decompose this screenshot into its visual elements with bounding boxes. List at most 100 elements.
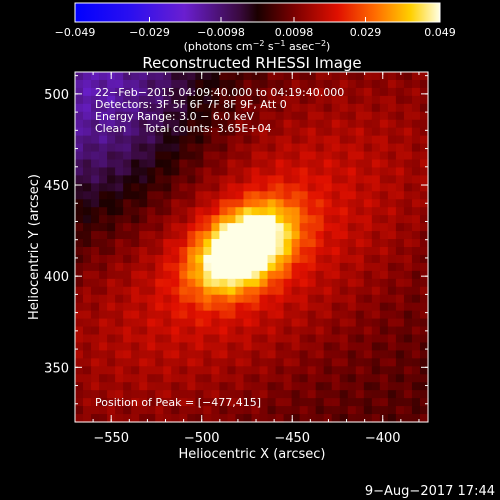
heatmap-cell [371, 175, 381, 184]
heatmap-cell [131, 326, 140, 336]
heatmap-cell [371, 223, 381, 232]
heatmap-cell [171, 310, 180, 320]
heatmap-cell [195, 239, 204, 248]
heatmap-cell [275, 366, 285, 375]
heatmap-cell [179, 334, 188, 344]
heatmap-cell [147, 247, 156, 256]
heatmap-cell [235, 183, 245, 192]
heatmap-cell [219, 342, 229, 351]
heatmap-cell [227, 127, 237, 137]
heatmap-cell [379, 191, 389, 200]
heatmap-cell [139, 199, 148, 208]
heatmap-cell [355, 350, 365, 359]
heatmap-cell [355, 103, 365, 113]
heatmap-cell [275, 334, 285, 344]
heatmap-cell [227, 199, 237, 208]
heatmap-cell [179, 103, 188, 113]
heatmap-cell [243, 111, 253, 121]
heatmap-cell [243, 334, 253, 344]
heatmap-cell [131, 167, 140, 176]
heatmap-cell [323, 398, 333, 407]
heatmap-cell [251, 270, 261, 280]
heatmap-cell [75, 127, 84, 137]
heatmap-cell [187, 103, 196, 113]
heatmap-cell [323, 151, 333, 161]
heatmap-cell [283, 95, 293, 105]
heatmap-cell [203, 310, 212, 320]
heatmap-cell [147, 143, 156, 153]
heatmap-cell [291, 95, 301, 105]
heatmap-cell [91, 127, 100, 137]
heatmap-cell [227, 382, 237, 391]
heatmap-cell [331, 95, 341, 105]
heatmap-cell [283, 183, 293, 192]
heatmap-cell [347, 223, 357, 232]
heatmap-cell [419, 135, 429, 145]
heatmap-cell [123, 414, 132, 423]
heatmap-cell [171, 119, 180, 129]
heatmap-cell [363, 103, 373, 113]
heatmap-cell [219, 318, 229, 328]
heatmap-cell [283, 254, 293, 264]
heatmap-cell [139, 334, 148, 344]
heatmap-cell [203, 79, 212, 89]
heatmap-cell [171, 79, 180, 89]
heatmap-cell [411, 262, 421, 272]
heatmap-cell [75, 87, 84, 97]
heatmap-cell [187, 223, 196, 232]
heatmap-cell [235, 366, 245, 375]
heatmap-cell [243, 390, 253, 399]
heatmap-cell [315, 366, 325, 375]
heatmap-cell [195, 151, 204, 161]
heatmap-cell [243, 223, 253, 232]
heatmap-cell [99, 239, 108, 248]
heatmap-cell [331, 72, 341, 81]
heatmap-cell [75, 79, 84, 89]
heatmap-cell [323, 135, 333, 145]
heatmap-cell [307, 135, 317, 145]
heatmap-cell [83, 119, 92, 129]
heatmap-cell [403, 366, 413, 375]
heatmap-cell [219, 366, 229, 375]
heatmap-cell [147, 398, 156, 407]
heatmap-cell [115, 175, 124, 184]
heatmap-cell [243, 326, 253, 336]
heatmap-cell [339, 167, 349, 176]
heatmap-cell [163, 79, 172, 89]
heatmap-cell [347, 183, 357, 192]
heatmap-cell [83, 326, 92, 336]
heatmap-cell [243, 191, 253, 200]
heatmap-cell [139, 366, 148, 375]
heatmap-cell [91, 294, 100, 304]
heatmap-cell [251, 87, 261, 97]
heatmap-cell [219, 382, 229, 391]
colorbar-tick-label: −0.049 [55, 26, 96, 39]
heatmap-cell [203, 334, 212, 344]
heatmap-cell [235, 318, 245, 328]
x-tick-label: −450 [274, 431, 310, 446]
heatmap-cell [139, 175, 148, 184]
heatmap-cell [179, 79, 188, 89]
heatmap-cell [203, 247, 212, 256]
heatmap-cell [259, 223, 269, 232]
heatmap-cell [331, 167, 341, 176]
heatmap-cell [171, 254, 180, 264]
heatmap-cell [379, 143, 389, 153]
heatmap-cell [355, 310, 365, 320]
heatmap-cell [155, 382, 164, 391]
heatmap-cell [203, 135, 212, 145]
heatmap-cell [323, 167, 333, 176]
heatmap-cell [235, 87, 245, 97]
heatmap-cell [339, 95, 349, 105]
heatmap-cell [139, 406, 148, 415]
heatmap-cell [91, 262, 100, 272]
heatmap-cell [299, 334, 309, 344]
heatmap-cell [267, 390, 277, 399]
heatmap-cell [275, 390, 285, 399]
heatmap-cell [131, 199, 140, 208]
heatmap-cell [107, 366, 116, 375]
heatmap-cell [267, 326, 277, 336]
heatmap-cell [371, 239, 381, 248]
heatmap-cell [339, 254, 349, 264]
heatmap-cell [131, 254, 140, 264]
